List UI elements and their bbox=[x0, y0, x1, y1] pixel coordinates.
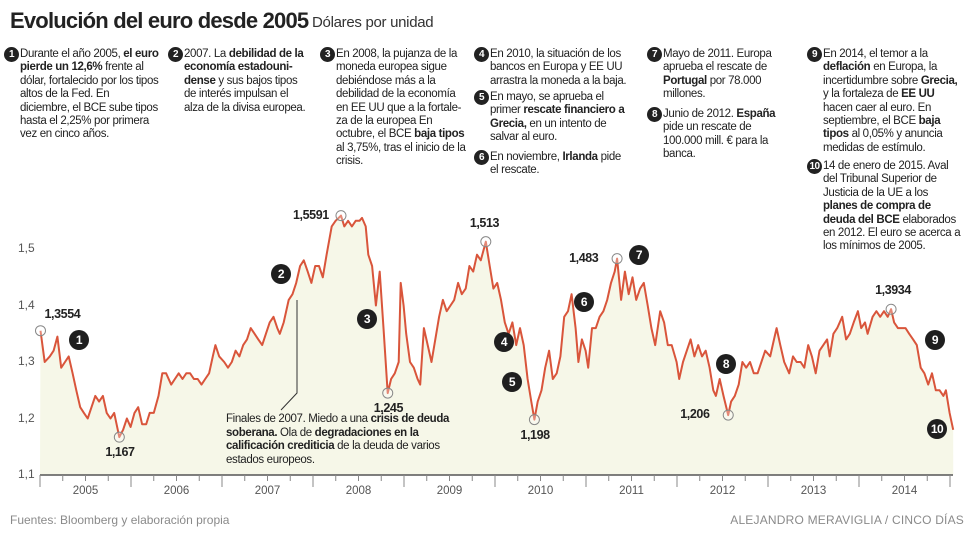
event-marker-badge: 4 bbox=[494, 332, 514, 352]
event-note-2: 2007. La debilidad de la economía estado… bbox=[184, 48, 306, 114]
event-marker-badge: 5 bbox=[502, 372, 522, 392]
event-marker-badge: 2 bbox=[271, 264, 291, 284]
extreme-point-marker bbox=[34, 325, 46, 337]
value-label: 1,198 bbox=[520, 427, 550, 442]
note-number-badge: 9 bbox=[807, 47, 822, 62]
source-footer: Fuentes: Bloomberg y elaboración propia bbox=[10, 513, 230, 527]
value-label: 1,206 bbox=[680, 407, 710, 422]
extreme-point-marker bbox=[611, 253, 623, 265]
x-tick-label: 2012 bbox=[709, 485, 736, 497]
extreme-point-marker bbox=[885, 303, 897, 315]
extreme-point-marker bbox=[382, 387, 394, 399]
value-label: 1,245 bbox=[373, 401, 404, 416]
chart-title: Evolución del euro desde 2005 bbox=[10, 8, 309, 33]
event-marker-badge: 7 bbox=[629, 245, 649, 265]
event-marker-badge: 9 bbox=[925, 330, 945, 350]
extreme-point-marker bbox=[335, 210, 347, 222]
note-number-badge: 10 bbox=[807, 159, 822, 174]
event-note-4: En 2010, la situación de los bancos en E… bbox=[490, 48, 627, 87]
extreme-point-marker bbox=[722, 409, 734, 421]
x-tick-label: 2010 bbox=[527, 485, 554, 497]
credit-footer: ALEJANDRO MERAVIGLIA / CINCO DÍAS bbox=[730, 513, 964, 527]
note-number-badge: 1 bbox=[4, 47, 19, 62]
event-note-10: 14 de enero de 2015. Aval del Tribunal S… bbox=[823, 160, 961, 253]
note-number-badge: 8 bbox=[647, 107, 662, 122]
event-note-9: En 2014, el temor a la deflación en Euro… bbox=[823, 48, 958, 154]
chart-subtitle: Dólares por unidad bbox=[312, 14, 434, 31]
extreme-point-marker bbox=[480, 236, 492, 248]
event-marker-badge: 3 bbox=[357, 309, 377, 329]
event-marker-badge: 6 bbox=[574, 292, 594, 312]
value-label: 1,3934 bbox=[875, 283, 911, 298]
note-number-badge: 5 bbox=[474, 90, 489, 105]
event-note-5: En mayo, se aprueba el primer rescate fi… bbox=[490, 91, 625, 144]
x-tick-label: 2011 bbox=[619, 485, 644, 497]
event-marker-badge: 10 bbox=[927, 419, 947, 439]
event-marker-badge: 8 bbox=[716, 354, 736, 374]
extreme-point-marker bbox=[113, 431, 125, 443]
callout-leader-line bbox=[280, 300, 298, 411]
x-tick-label: 2013 bbox=[800, 485, 827, 497]
event-note-8: Junio de 2012. España pide un rescate de… bbox=[663, 108, 776, 161]
value-label: 1,5591 bbox=[292, 207, 329, 222]
x-tick-label: 2007 bbox=[254, 485, 281, 497]
note-number-badge: 6 bbox=[474, 150, 489, 165]
value-label: 1,3554 bbox=[44, 306, 81, 321]
y-tick-label: 1,3 bbox=[18, 354, 35, 368]
y-tick-label: 1,1 bbox=[18, 467, 35, 481]
note-number-badge: 3 bbox=[320, 47, 335, 62]
y-tick-label: 1,4 bbox=[18, 297, 35, 312]
x-tick-label: 2008 bbox=[345, 485, 372, 497]
event-note-3: En 2008, la pujanza de la moneda europea… bbox=[336, 48, 466, 168]
y-tick-label: 1,2 bbox=[18, 410, 35, 425]
event-note-7: Mayo de 2011. Europa aprueba el rescate … bbox=[663, 48, 772, 101]
callout-2007: Finales de 2007. Miedo a una crisis de d… bbox=[226, 413, 450, 466]
value-label: 1,483 bbox=[569, 250, 599, 265]
x-tick-label: 2009 bbox=[436, 485, 463, 497]
x-tick-label: 2006 bbox=[163, 485, 190, 497]
note-number-badge: 2 bbox=[168, 47, 183, 62]
note-number-badge: 7 bbox=[647, 47, 662, 62]
x-tick-label: 2005 bbox=[72, 485, 99, 497]
y-tick-label: 1,5 bbox=[18, 241, 35, 255]
event-note-1: Durante el año 2005, el euro pierde un 1… bbox=[20, 48, 159, 141]
series-line bbox=[39, 214, 955, 439]
note-number-badge: 4 bbox=[474, 47, 489, 62]
event-marker-badge: 1 bbox=[69, 330, 89, 350]
value-label: 1,167 bbox=[105, 445, 135, 460]
value-label: 1,513 bbox=[469, 215, 500, 230]
extreme-point-marker bbox=[528, 414, 540, 426]
x-tick-label: 2014 bbox=[891, 485, 918, 497]
event-note-6: En noviembre, Irlanda pide el rescate. bbox=[490, 151, 621, 177]
